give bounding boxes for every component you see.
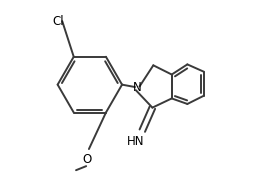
Text: HN: HN <box>127 135 145 148</box>
Text: O: O <box>83 153 92 166</box>
Text: Cl: Cl <box>52 15 64 28</box>
Text: N: N <box>132 81 141 94</box>
